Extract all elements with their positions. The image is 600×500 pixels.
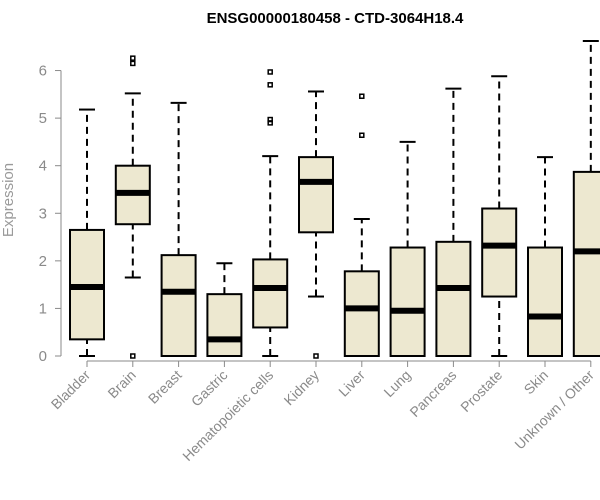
box-kidney <box>298 90 334 359</box>
box-iqr <box>252 258 289 329</box>
x-tick-label: Skin <box>521 367 552 398</box>
x-tick-label: Prostate <box>457 367 505 415</box>
y-tick-label: 0 <box>39 348 47 365</box>
box-iqr <box>343 270 380 357</box>
outlier-point <box>359 132 365 138</box>
box-breast <box>160 101 197 357</box>
y-tick-label: 5 <box>39 110 47 127</box>
box-iqr <box>389 246 426 357</box>
x-tick-label: Lung <box>380 367 413 400</box>
y-axis: 0 1 2 3 4 5 6 <box>39 63 62 365</box>
x-tick-label: Breast <box>145 367 185 407</box>
x-tick-label: Pancreas <box>406 367 459 420</box>
chart-title: ENSG00000180458 - CTD-3064H18.4 <box>207 10 464 27</box>
outlier-point <box>130 353 136 359</box>
box-iqr <box>527 246 563 357</box>
box-iqr <box>206 293 243 358</box>
outlier-point <box>130 55 136 61</box>
box-iqr <box>481 207 518 298</box>
box-unknown-other <box>572 40 600 357</box>
box-iqr <box>160 254 197 357</box>
outlier-point <box>313 353 319 359</box>
x-tick-label: Hematopoietic cells <box>179 367 276 464</box>
x-tick-label: Gastric <box>188 367 231 410</box>
x-tick-label: Bladder <box>48 367 94 413</box>
box-iqr <box>572 170 600 357</box>
y-axis-label: Expression <box>0 163 17 237</box>
y-tick-label: 1 <box>39 300 47 317</box>
x-tick-label: Brain <box>104 367 138 401</box>
outlier-point <box>130 60 136 67</box>
box-prostate <box>481 75 518 357</box>
box-iqr <box>435 240 472 357</box>
box-hematopoietic-cells <box>252 69 289 357</box>
y-tick-label: 3 <box>39 205 47 222</box>
box-pancreas <box>435 87 472 357</box>
x-tick-label: Liver <box>335 367 368 400</box>
box-gastric <box>206 262 243 358</box>
box-brain <box>114 55 151 359</box>
box-bladder <box>69 108 105 357</box>
outlier-point <box>359 93 365 99</box>
y-tick-label: 4 <box>39 158 47 175</box>
box-lung <box>389 140 426 357</box>
y-tick-label: 6 <box>39 63 47 80</box>
x-tick-label: Kidney <box>281 367 323 409</box>
outlier-point <box>267 69 273 75</box>
outlier-point <box>267 82 273 88</box>
outlier-point <box>267 120 273 126</box>
box-iqr <box>298 156 334 234</box>
y-tick-label: 2 <box>39 253 47 270</box>
box-series <box>69 40 600 359</box>
box-liver <box>343 93 380 357</box>
box-skin <box>527 156 563 357</box>
x-tick-label: Unknown / Other <box>511 367 597 453</box>
